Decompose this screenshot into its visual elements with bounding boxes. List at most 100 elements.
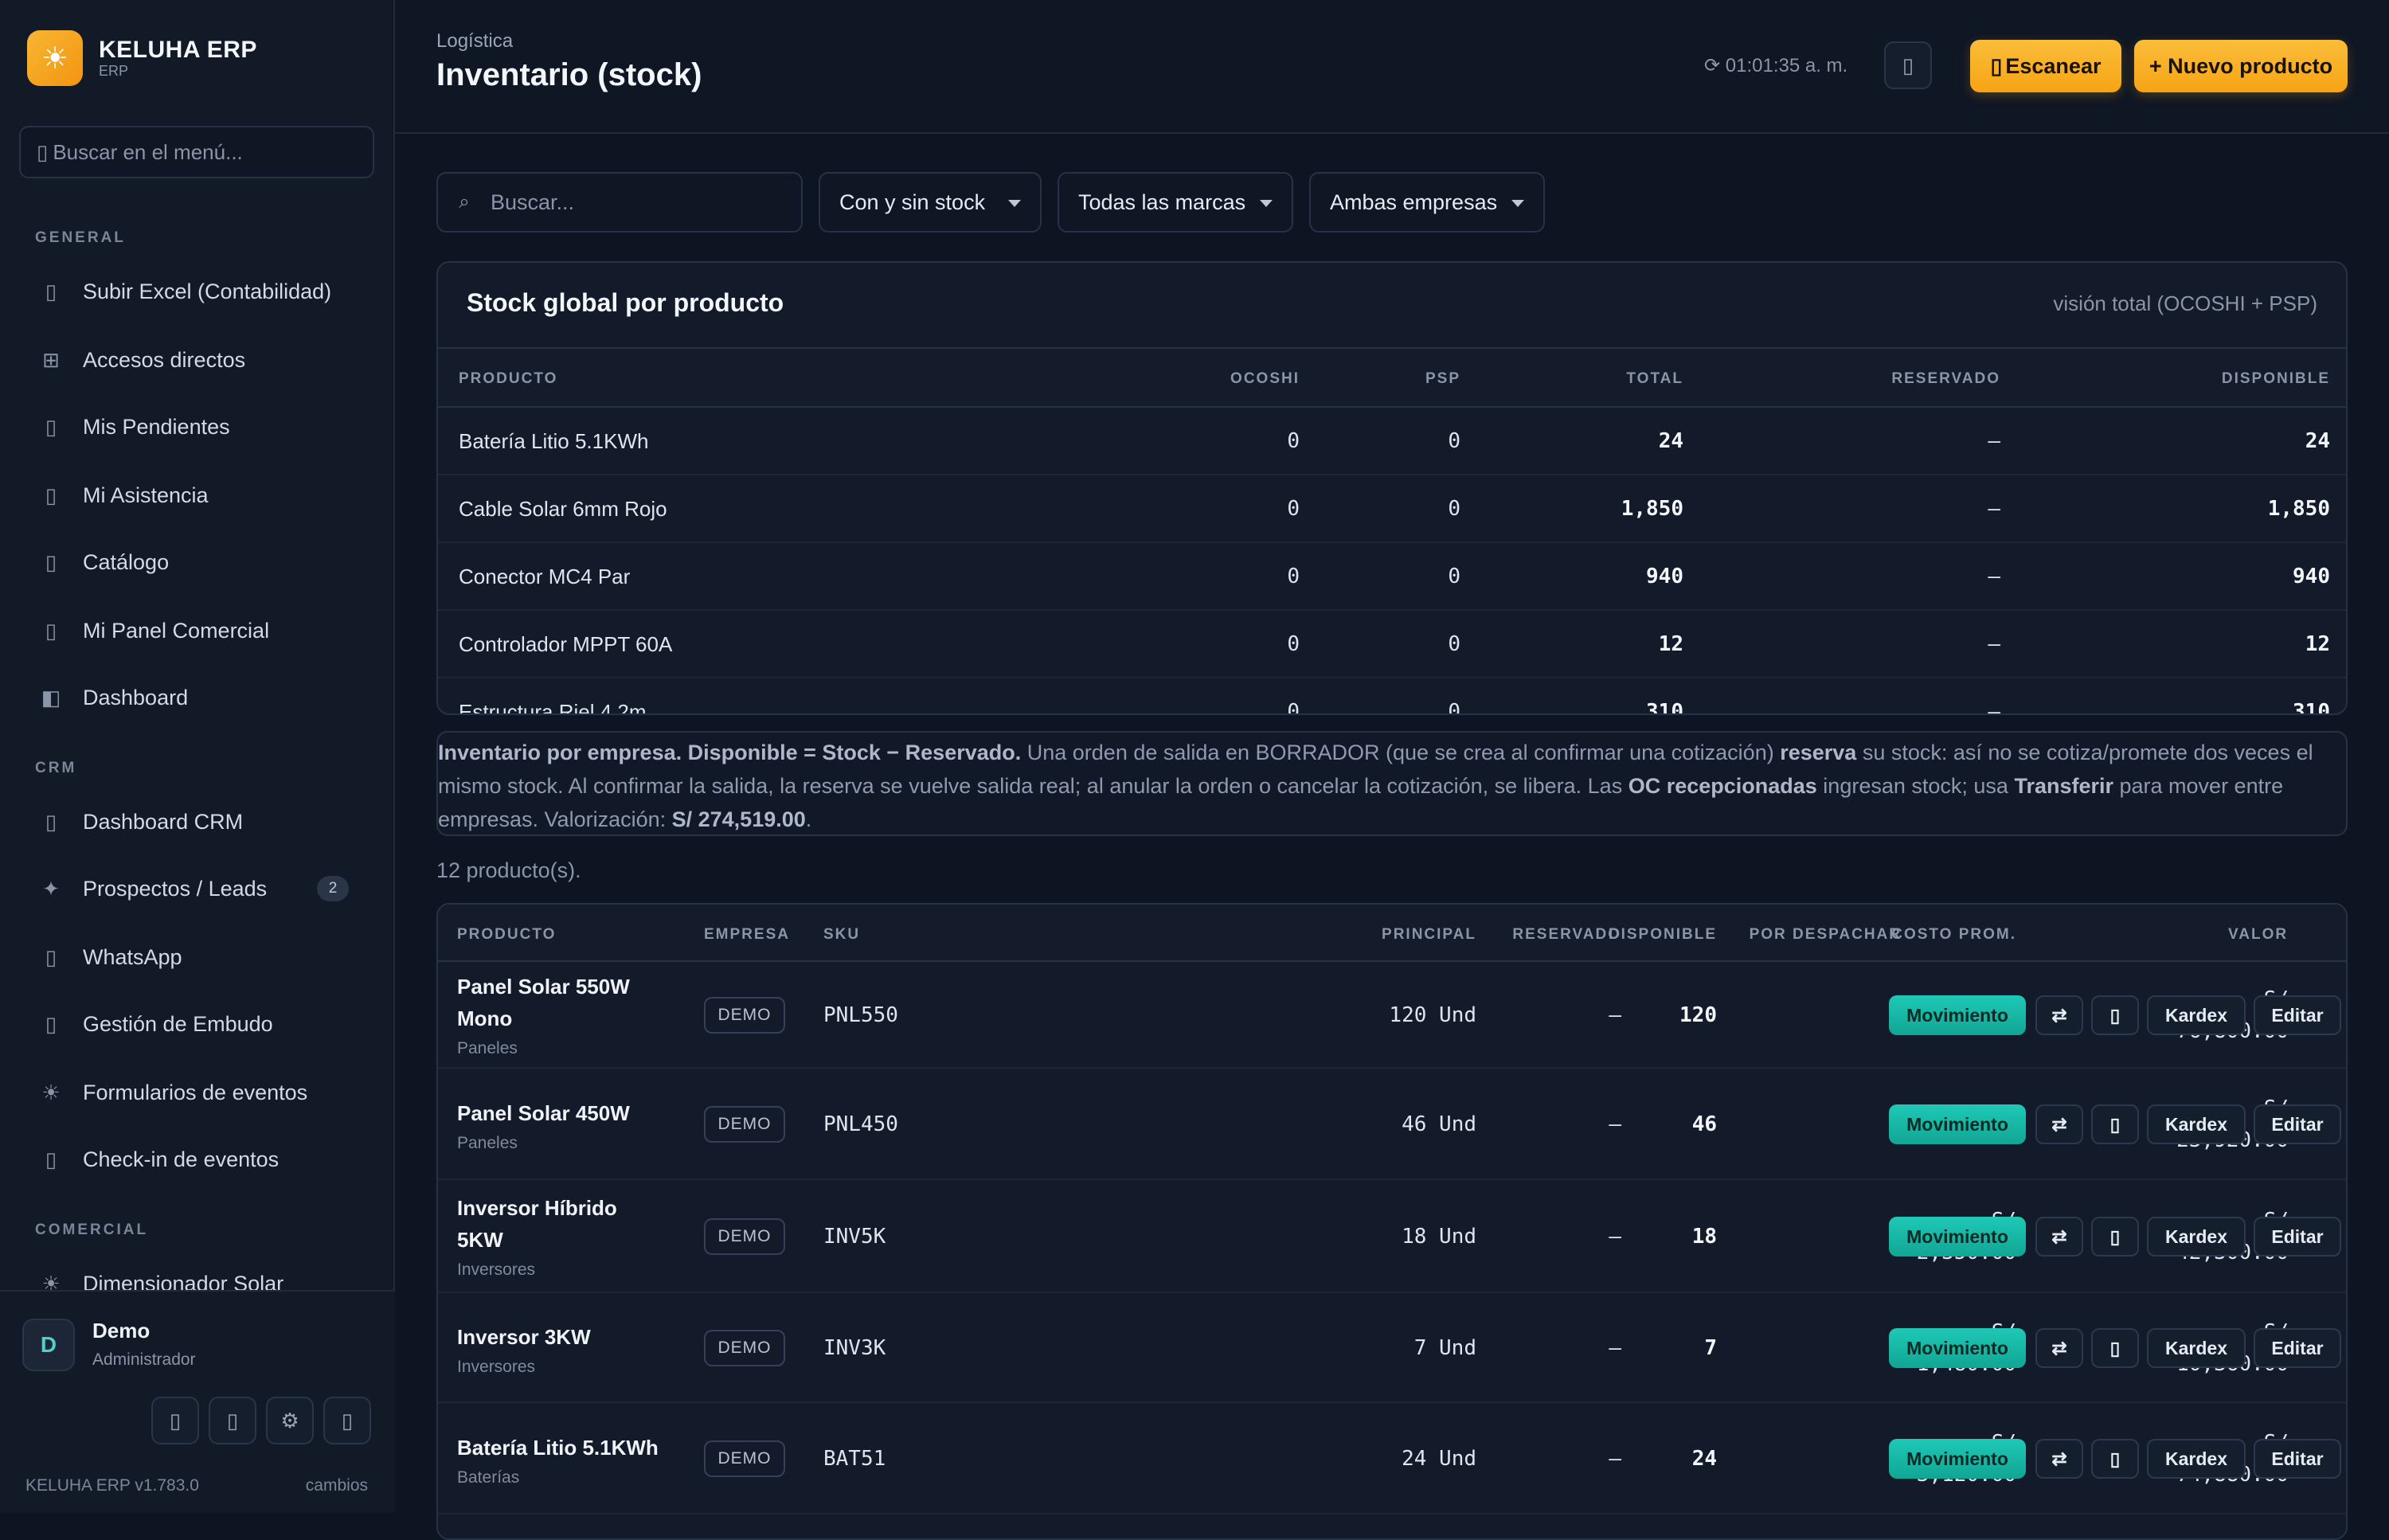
table-row[interactable]: Conector MC4 Par 0 0 940 – 940 — [438, 543, 2346, 611]
col-reservado: RESERVADO — [1891, 370, 2000, 387]
col-disponible: DISPONIBLE — [1608, 926, 1717, 943]
brand[interactable]: ☀ KELUHA ERP ERP — [27, 30, 257, 86]
kardex-button[interactable]: Kardex — [2147, 995, 2246, 1035]
available-qty: 46 — [1691, 1112, 1717, 1136]
available-qty: 120 — [1679, 1003, 1717, 1027]
sidebar-item-pendientes[interactable]: ▯ Mis Pendientes — [19, 398, 374, 455]
sidebar-item-catalogo[interactable]: ▯ Catálogo — [19, 534, 374, 591]
brand-filter-select[interactable]: Todas las marcas — [1058, 172, 1293, 233]
label-button[interactable]: ▯ — [2091, 995, 2139, 1035]
sku: INV3K — [823, 1336, 886, 1360]
info-strong: OC recepcionadas — [1628, 774, 1817, 798]
table-row[interactable]: Estructura Riel 4.2m 0 0 310 – 310 — [438, 678, 2346, 713]
movement-button[interactable]: Movimiento — [1889, 1217, 2026, 1257]
company-badge: DEMO — [704, 1106, 785, 1143]
table-row[interactable]: Batería Litio 5.1KWh 0 0 24 – 24 — [438, 408, 2346, 475]
transfer-icon: ⇄ — [2051, 1004, 2067, 1026]
info-text: Una orden de salida en BORRADOR (que se … — [1021, 741, 1781, 764]
logout-button[interactable]: ▯ — [323, 1397, 371, 1444]
sidebar-item-accesos[interactable]: ⊞ Accesos directos — [19, 331, 374, 389]
sidebar-item-label: Gestión de Embudo — [83, 1011, 273, 1036]
theme-button[interactable]: ▯ — [209, 1397, 256, 1444]
movement-button[interactable]: Movimiento — [1889, 1439, 2026, 1479]
movement-button[interactable]: Movimiento — [1889, 1104, 2026, 1144]
sidebar-item-asistencia[interactable]: ▯ Mi Asistencia — [19, 467, 374, 524]
table-row[interactable]: Controlador MPPT 60A 0 0 12 – 12 — [438, 611, 2346, 678]
available-qty: 18 — [1691, 1225, 1717, 1249]
edit-button[interactable]: Editar — [2254, 1217, 2341, 1257]
product-name[interactable]: Inversor Híbrido 5KW — [457, 1192, 617, 1256]
label-button[interactable]: ▯ — [2091, 1217, 2139, 1257]
table-row[interactable]: Batería Litio 5.1KWh Baterías DEMO BAT51 24 … — [438, 1403, 2346, 1515]
movement-button[interactable]: Movimiento — [1889, 1328, 2026, 1368]
app-sub: ERP — [99, 63, 129, 79]
sidebar-item-prospectos[interactable]: ✦ Prospectos / Leads 2 — [19, 860, 374, 917]
search-input[interactable]: ⌕ Buscar... — [436, 172, 803, 233]
label-button[interactable]: ▯ — [2091, 1439, 2139, 1479]
product-name[interactable]: Panel Solar 550W Mono — [457, 971, 630, 1034]
stock-filter-select[interactable]: Con y sin stock — [819, 172, 1042, 233]
sidebar-item-embudo[interactable]: ▯ Gestión de Embudo — [19, 995, 374, 1053]
sidebar-item-dashboard[interactable]: ◧ Dashboard — [19, 669, 374, 726]
notifications-button[interactable]: ▯ — [151, 1397, 199, 1444]
kardex-button[interactable]: Kardex — [2147, 1217, 2246, 1257]
product-name[interactable]: Inversor 3KW — [457, 1321, 591, 1353]
section-comercial: COMERCIAL — [35, 1221, 149, 1238]
kardex-button[interactable]: Kardex — [2147, 1104, 2246, 1144]
principal-qty: 24 Und — [1402, 1447, 1476, 1471]
sidebar-footer: D Demo Administrador ▯ ▯ ⚙ ▯ KELUHA ERP … — [0, 1290, 395, 1513]
ticket-icon: ▯ — [45, 1147, 57, 1171]
breadcrumb[interactable]: Logística — [436, 30, 514, 52]
transfer-button[interactable]: ⇄ — [2035, 1328, 2083, 1368]
sidebar-item-subir-excel[interactable]: ▯ Subir Excel (Contabilidad) — [19, 263, 374, 320]
psp-qty: 0 — [1448, 497, 1460, 521]
product-name[interactable]: Batería Litio 5.1KWh — [457, 1432, 659, 1464]
kardex-button[interactable]: Kardex — [2147, 1439, 2246, 1479]
sidebar-item-panel-comercial[interactable]: ▯ Mi Panel Comercial — [19, 602, 374, 659]
section-general: GENERAL — [35, 229, 126, 246]
table-header: PRODUCTO EMPRESA SKU PRINCIPAL RESERVADO… — [438, 905, 2346, 962]
edit-button[interactable]: Editar — [2254, 1328, 2341, 1368]
product-name[interactable]: Panel Solar 450W — [457, 1097, 630, 1129]
edit-button[interactable]: Editar — [2254, 995, 2341, 1035]
table-row[interactable]: Panel Solar 450W Paneles DEMO PNL450 46 Und –… — [438, 1069, 2346, 1180]
reserved-qty: – — [1609, 1112, 1621, 1136]
transfer-button[interactable]: ⇄ — [2035, 1104, 2083, 1144]
sidebar-item-checkin[interactable]: ▯ Check-in de eventos — [19, 1131, 374, 1188]
sidebar-item-formularios[interactable]: ☀ Formularios de eventos — [19, 1064, 374, 1121]
table-row[interactable]: Panel Solar 550W Mono Paneles DEMO PNL550 120… — [438, 962, 2346, 1069]
star-icon: ✦ — [42, 876, 60, 901]
col-psp: PSP — [1425, 370, 1460, 387]
table-row[interactable]: Inversor Híbrido 5KW Inversores DEMO INV5K 18… — [438, 1180, 2346, 1293]
reserved-qty: – — [1988, 429, 2000, 453]
movement-button[interactable]: Movimiento — [1889, 995, 2026, 1035]
scan-button[interactable]: ▯ Escanear — [1970, 40, 2121, 92]
table-row[interactable]: Cable Solar 6mm Rojo 0 0 1,850 – 1,850 — [438, 475, 2346, 543]
sidebar-item-dashboard-crm[interactable]: ▯ Dashboard CRM — [19, 793, 374, 850]
kardex-button[interactable]: Kardex — [2147, 1328, 2246, 1368]
company-filter-select[interactable]: Ambas empresas — [1309, 172, 1545, 233]
menu-search-input[interactable]: ▯ Buscar en el menú... — [19, 126, 374, 178]
total-qty: 12 — [1658, 632, 1683, 656]
sidebar: ☀ KELUHA ERP ERP ▯ Buscar en el menú... … — [0, 0, 395, 1513]
settings-button[interactable]: ⚙ — [266, 1397, 314, 1444]
edit-button[interactable]: Editar — [2254, 1104, 2341, 1144]
transfer-button[interactable]: ⇄ — [2035, 1217, 2083, 1257]
transfer-button[interactable]: ⇄ — [2035, 1439, 2083, 1479]
company-badge: DEMO — [704, 1218, 785, 1255]
tag-icon: ▯ — [2109, 1113, 2121, 1135]
sidebar-item-label: Mi Panel Comercial — [83, 618, 270, 643]
changelog-link[interactable]: cambios — [305, 1476, 368, 1495]
transfer-button[interactable]: ⇄ — [2035, 995, 2083, 1035]
new-product-button[interactable]: + Nuevo producto — [2134, 40, 2348, 92]
avatar[interactable]: D — [22, 1319, 75, 1371]
label-button[interactable]: ▯ — [2091, 1104, 2139, 1144]
company-badge: DEMO — [704, 1440, 785, 1477]
edit-button[interactable]: Editar — [2254, 1439, 2341, 1479]
sidebar-item-whatsapp[interactable]: ▯ WhatsApp — [19, 928, 374, 986]
sku: BAT51 — [823, 1447, 886, 1471]
header-icon-button[interactable]: ▯ — [1884, 41, 1932, 89]
label-button[interactable]: ▯ — [2091, 1328, 2139, 1368]
clock: ⟳ 01:01:35 a. m. — [1704, 55, 1848, 76]
